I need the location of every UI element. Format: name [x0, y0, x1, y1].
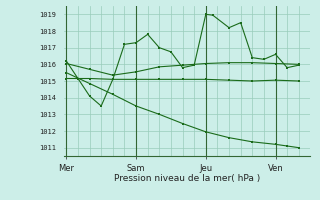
X-axis label: Pression niveau de la mer( hPa ): Pression niveau de la mer( hPa ): [114, 174, 260, 183]
